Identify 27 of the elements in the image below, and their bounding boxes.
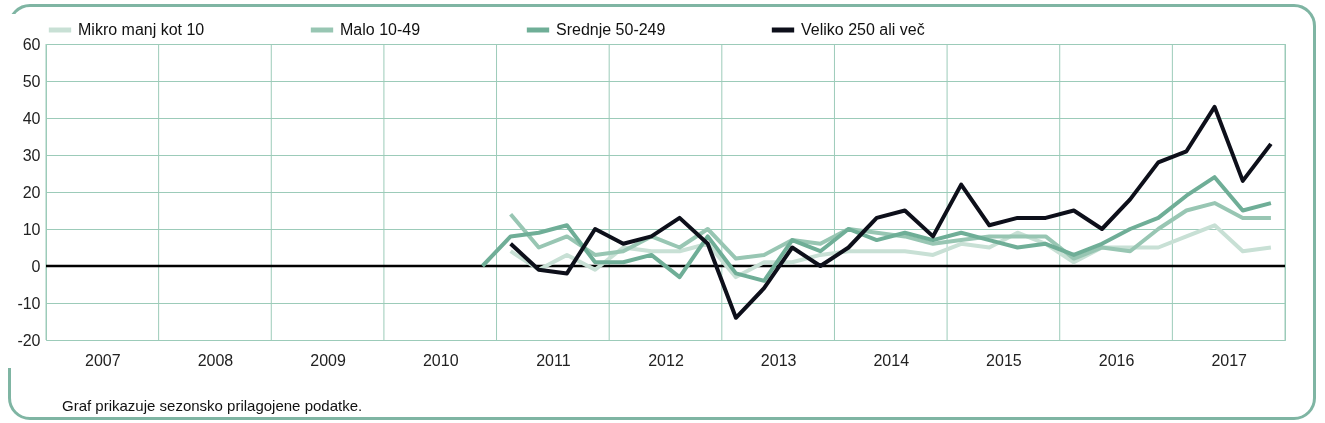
legend-label: Srednje 50-249 (556, 21, 666, 38)
line-series (480, 175, 1273, 283)
legend-label: Veliko 250 ali več (801, 21, 925, 38)
x-tick-label: 2017 (1211, 351, 1248, 369)
text: Graf prikazuje sezonsko prilagojene podatke. (62, 397, 363, 414)
x-tick-label: 2013 (760, 351, 797, 369)
y-tick-label: 40 (22, 109, 41, 127)
x-tick-label: 2012 (648, 351, 684, 369)
y-tick-label: 50 (22, 72, 41, 90)
y-tick-label: -20 (17, 331, 41, 349)
legend-label: Mikro manj kot 10 (78, 21, 205, 38)
y-tick-label: 30 (22, 146, 41, 164)
y-tick-label: 0 (31, 257, 41, 275)
x-tick-label: 2016 (1098, 351, 1135, 369)
y-tick-label: 20 (22, 183, 41, 201)
x-tick-label: 2008 (197, 351, 234, 369)
x-tick-label: 2009 (310, 351, 346, 369)
x-tick-label: 2007 (85, 351, 121, 369)
y-tick-label: -10 (17, 294, 41, 312)
legend-label: Malo 10-49 (340, 21, 421, 38)
y-tick-label: 60 (22, 35, 41, 53)
x-tick-label: 2014 (873, 351, 910, 369)
y-tick-label: 10 (22, 220, 41, 238)
x-tick-label: 2015 (986, 351, 1022, 369)
x-tick-label: 2010 (422, 351, 459, 369)
x-tick-label: 2011 (536, 351, 571, 369)
line-series (508, 104, 1273, 320)
